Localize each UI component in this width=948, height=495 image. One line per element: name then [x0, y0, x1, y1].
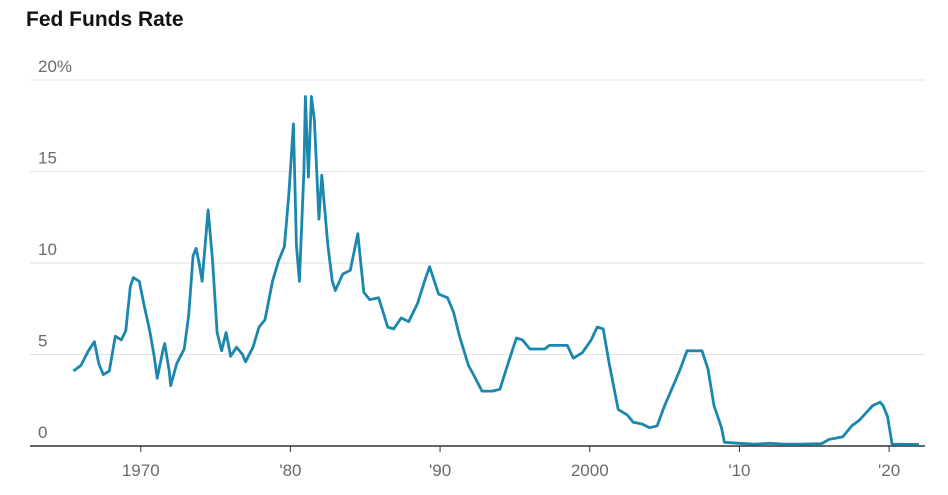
x-tick-label: 2000 [571, 461, 609, 480]
x-tick-label: '90 [429, 461, 451, 480]
x-tick-label: '20 [878, 461, 900, 480]
y-tick-label: 10 [38, 240, 57, 259]
chart-title: Fed Funds Rate [26, 8, 184, 31]
x-tick-label: '80 [279, 461, 301, 480]
line-series [72, 95, 920, 446]
x-tick-label: '10 [728, 461, 750, 480]
x-tick-label: 1970 [122, 461, 160, 480]
y-tick-label: 5 [38, 332, 47, 351]
y-tick-label: 20% [38, 57, 72, 76]
y-tick-label: 15 [38, 149, 57, 168]
y-tick-label: 0 [38, 423, 47, 442]
